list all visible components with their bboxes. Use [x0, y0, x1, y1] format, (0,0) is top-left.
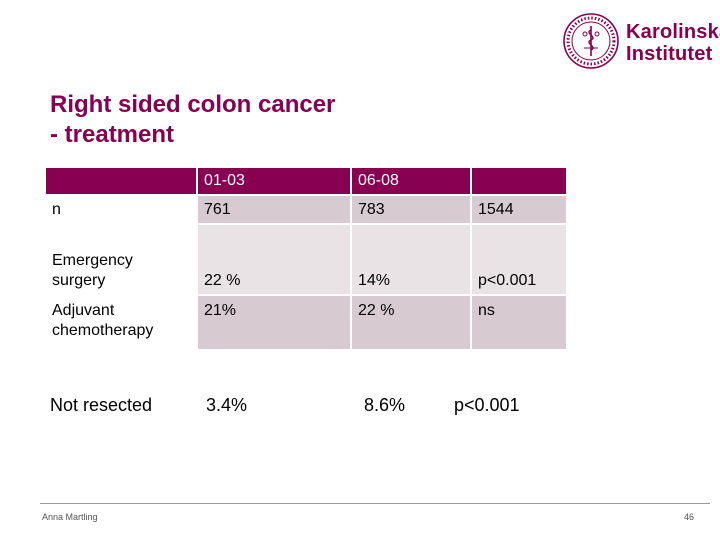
- karolinska-seal-icon: [563, 13, 619, 69]
- table-header-cell: 01-03: [198, 168, 350, 194]
- table-cell: 1544: [472, 196, 566, 223]
- table-cell: 14%: [352, 225, 470, 294]
- logo-text-line2: Institutet: [626, 43, 713, 65]
- footer-author: Anna Martling: [42, 512, 98, 522]
- table-cell: p<0.001: [472, 225, 566, 294]
- table-cell: 761: [198, 196, 350, 223]
- slide-title-line1: Right sided colon cancer: [50, 91, 336, 118]
- table-header-cell: 06-08: [352, 168, 470, 194]
- table-header-row: 01-03 06-08: [46, 168, 566, 194]
- table-cell: 22 %: [352, 296, 470, 349]
- table-header-cell: [472, 168, 566, 194]
- karolinska-logo: Karolinska Institutet: [562, 12, 720, 76]
- not-resected-label: Not resected: [50, 395, 153, 415]
- page-number: 46: [683, 512, 694, 522]
- table-row-label: n: [46, 196, 196, 223]
- table-row: Adjuvant chemotherapy 21% 22 % ns: [46, 296, 566, 349]
- not-resected-p-value: p<0.001: [454, 395, 520, 415]
- slide-title: Right sided colon cancer - treatment: [50, 90, 335, 150]
- table-header-cell: [46, 168, 196, 194]
- table-cell: 783: [352, 196, 470, 223]
- table-row-label: Emergency surgery: [46, 225, 196, 294]
- footer-divider: [40, 503, 710, 504]
- table-cell: ns: [472, 296, 566, 349]
- not-resected-value-01-03: 3.4%: [206, 395, 248, 415]
- table-cell: 22 %: [198, 225, 350, 294]
- table-cell: 21%: [198, 296, 350, 349]
- table-row: Emergency surgery 22 % 14% p<0.001: [46, 225, 566, 294]
- results-table: 01-03 06-08 n 761 783 1544 Emergency sur…: [44, 166, 568, 351]
- slide-title-line2: - treatment: [50, 121, 175, 148]
- not-resected-value-06-08: 8.6%: [364, 395, 406, 415]
- table-row-label: Adjuvant chemotherapy: [46, 296, 196, 349]
- logo-text-line1: Karolinska: [626, 21, 720, 43]
- table-row: n 761 783 1544: [46, 196, 566, 223]
